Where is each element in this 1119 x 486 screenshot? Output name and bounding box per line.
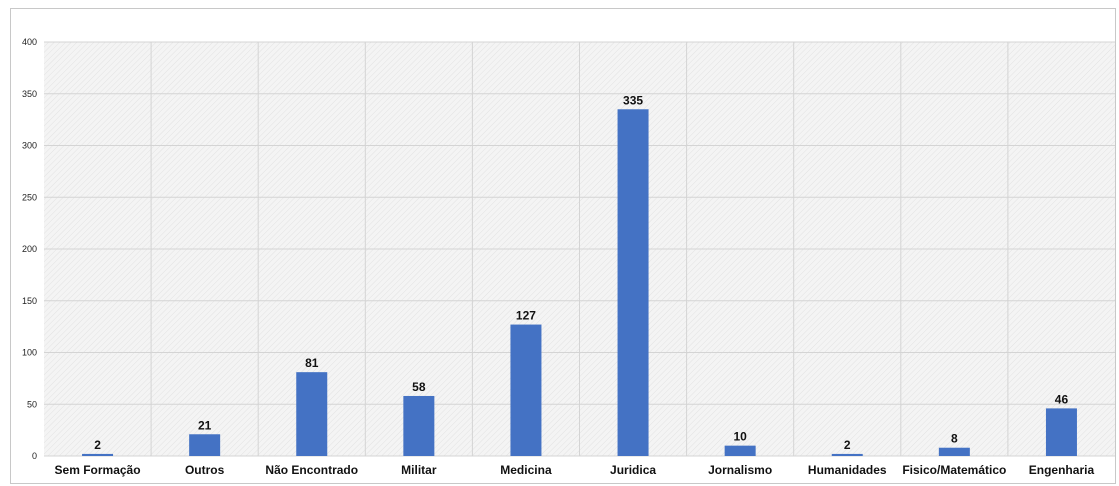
- y-axis-ticks: 0 50 100 150 200 250 300 350 400: [22, 37, 37, 461]
- x-tick-label: Fisico/Matemático: [902, 463, 1006, 477]
- x-tick-label: Jornalismo: [708, 463, 772, 477]
- y-tick-label: 400: [22, 37, 37, 47]
- bar: [82, 453, 114, 456]
- bars: [82, 109, 1077, 457]
- y-tick-label: 200: [22, 244, 37, 254]
- bar: [617, 109, 649, 457]
- data-label: 2: [844, 438, 851, 452]
- data-label: 58: [412, 380, 426, 394]
- data-label: 335: [623, 93, 643, 107]
- bar: [296, 372, 328, 456]
- y-tick-label: 300: [22, 141, 37, 151]
- data-label: 8: [951, 432, 958, 446]
- bar: [938, 447, 970, 456]
- y-tick-label: 350: [22, 89, 37, 99]
- x-tick-label: Humanidades: [808, 463, 887, 477]
- bar: [831, 453, 863, 456]
- data-label: 127: [516, 309, 536, 323]
- bar: [189, 434, 221, 456]
- y-tick-label: 250: [22, 192, 37, 202]
- data-label: 10: [733, 430, 747, 444]
- x-tick-label: Militar: [401, 463, 437, 477]
- bar: [510, 324, 542, 456]
- y-tick-label: 150: [22, 296, 37, 306]
- bar: [403, 395, 435, 456]
- y-tick-label: 50: [27, 399, 37, 409]
- data-label: 2: [94, 438, 101, 452]
- data-label: 21: [198, 418, 212, 432]
- x-tick-label: Outros: [185, 463, 225, 477]
- x-tick-label: Não Encontrado: [265, 463, 358, 477]
- bar: [1045, 408, 1077, 456]
- y-tick-label: 0: [32, 451, 37, 461]
- x-tick-label: Juridica: [610, 463, 656, 477]
- data-label: 81: [305, 356, 319, 370]
- x-axis-ticks: Sem Formação Outros Não Encontrado Militar M…: [55, 463, 1095, 477]
- y-tick-label: 100: [22, 348, 37, 358]
- bar: [724, 445, 756, 456]
- x-tick-label: Medicina: [500, 463, 552, 477]
- gridlines: [44, 41, 1115, 457]
- x-tick-label: Sem Formação: [55, 463, 141, 477]
- data-label: 46: [1055, 392, 1069, 406]
- x-tick-label: Engenharia: [1029, 463, 1095, 477]
